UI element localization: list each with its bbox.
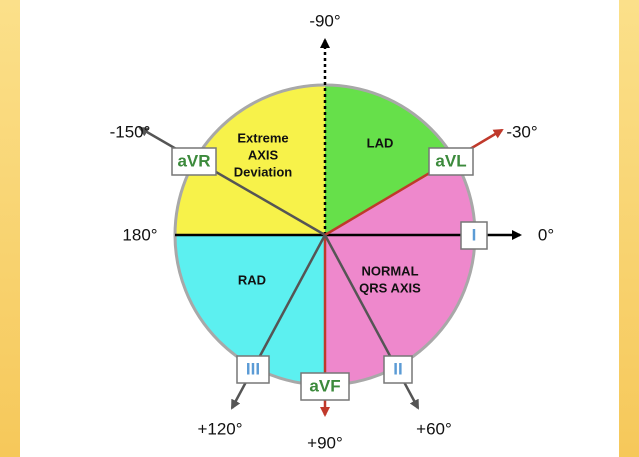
sector-rad xyxy=(175,235,325,385)
angle-label: -150° xyxy=(110,122,151,141)
lead-box xyxy=(383,355,413,384)
lead-box xyxy=(236,355,270,384)
lead-label: aVR xyxy=(177,151,210,170)
lead-label: I xyxy=(472,225,477,244)
angle-label: +60° xyxy=(416,419,452,438)
region-label: RAD xyxy=(238,272,266,287)
region-label: NORMAL xyxy=(361,263,418,278)
region-label: LAD xyxy=(367,135,394,150)
lead-box xyxy=(460,221,488,250)
angle-label: -90° xyxy=(309,11,340,30)
region-label: Extreme xyxy=(237,130,288,145)
region-label: AXIS xyxy=(248,147,279,162)
lead-box xyxy=(300,372,350,401)
angle-label: 0° xyxy=(538,225,554,244)
angle-label: -30° xyxy=(506,122,537,141)
lead-label: II xyxy=(393,359,402,378)
angle-label: 180° xyxy=(122,225,157,244)
sector-normal xyxy=(325,160,475,385)
lead-box xyxy=(428,147,474,176)
lead-label: III xyxy=(246,359,260,378)
lead-label: aVF xyxy=(309,376,340,395)
axis-minus150 xyxy=(138,126,326,237)
region-label: Deviation xyxy=(234,164,293,179)
angle-label: +90° xyxy=(307,433,343,452)
region-label: QRS AXIS xyxy=(359,280,421,295)
sector-extreme xyxy=(175,85,325,235)
lead-box xyxy=(171,147,217,176)
angle-label: +120° xyxy=(197,419,242,438)
lead-label: aVL xyxy=(435,151,466,170)
